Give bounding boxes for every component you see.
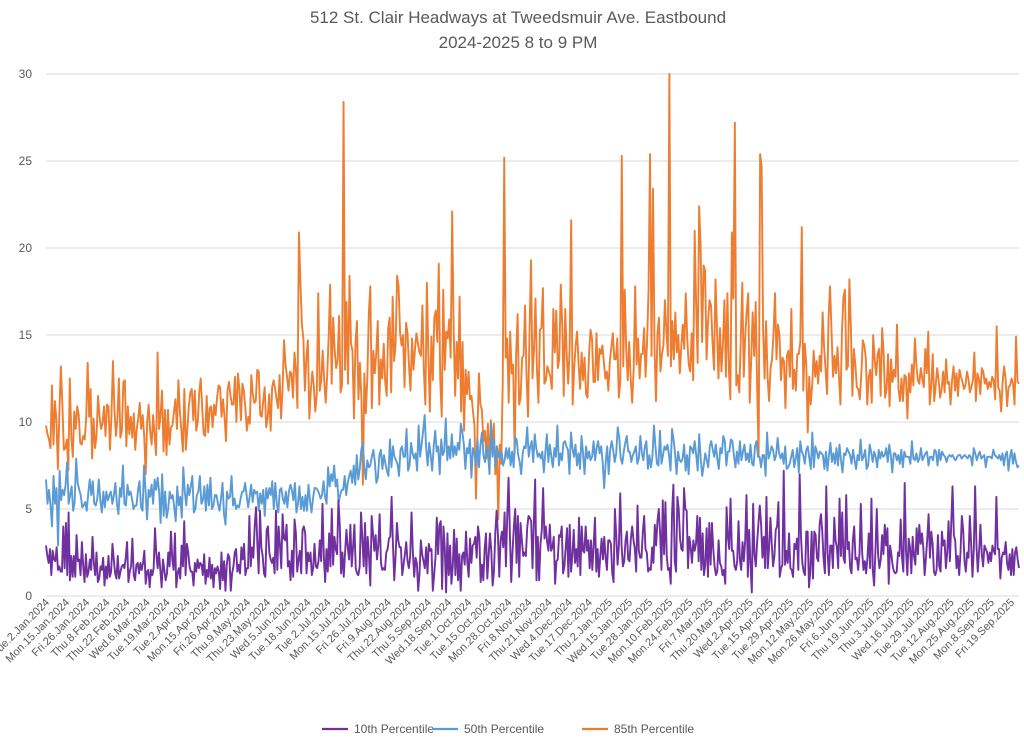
chart-title: 512 St. Clair Headways at Tweedsmuir Ave… bbox=[310, 8, 726, 27]
y-axis-tick-labels: 0 5 10 15 20 25 30 bbox=[19, 67, 33, 603]
y-tick-label: 15 bbox=[19, 328, 33, 342]
legend-label: 85th Percentile bbox=[614, 722, 694, 736]
series-line-10th-percentile bbox=[45, 469, 1020, 594]
y-tick-label: 5 bbox=[25, 502, 32, 516]
series-lines bbox=[45, 73, 1020, 594]
legend: 10th Percentile 50th Percentile 85th Perce… bbox=[322, 722, 694, 736]
x-axis-tick-labels: Tue.2.Jan.2024Mon.15.Jan.2024Fri.26.Jan.… bbox=[0, 597, 1017, 668]
y-tick-label: 25 bbox=[19, 154, 33, 168]
series-line-85th-percentile bbox=[45, 73, 1020, 521]
y-tick-label: 10 bbox=[19, 415, 33, 429]
chart-subtitle: 2024-2025 8 to 9 PM bbox=[439, 33, 598, 52]
legend-label: 10th Percentile bbox=[354, 722, 434, 736]
y-tick-label: 30 bbox=[19, 67, 33, 81]
legend-label: 50th Percentile bbox=[464, 722, 544, 736]
y-tick-label: 0 bbox=[25, 589, 32, 603]
series-line-50th-percentile bbox=[45, 414, 1020, 547]
y-tick-label: 20 bbox=[19, 241, 33, 255]
